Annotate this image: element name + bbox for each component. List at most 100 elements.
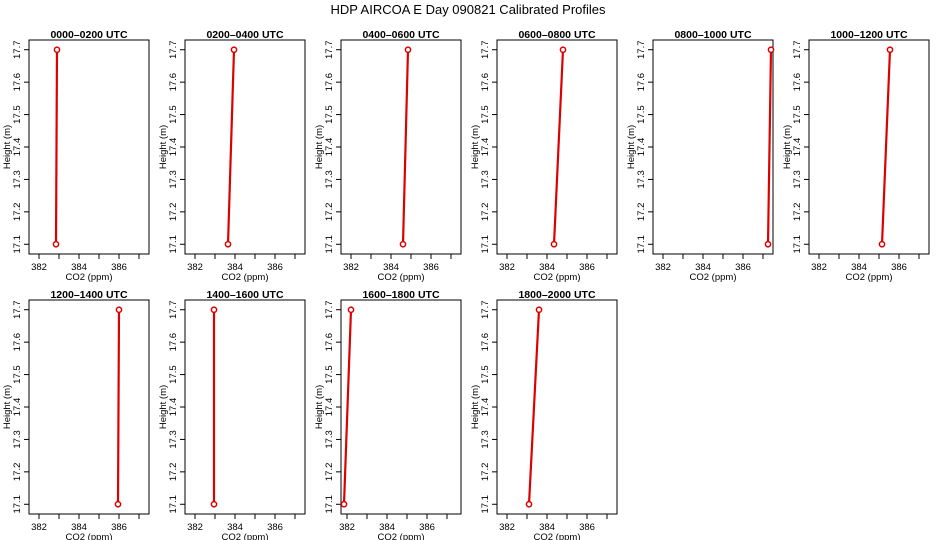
- panel-title: 0400–0600 UTC: [362, 29, 439, 41]
- chart-panel: 1800–2000 UTC 382 384 386 17.1 17.2 17.3 17.4 17…: [470, 289, 618, 540]
- plot-frame: [340, 299, 462, 515]
- data-point: [114, 500, 122, 508]
- x-tick-label: 382: [499, 522, 515, 533]
- data-point: [878, 240, 886, 248]
- x-tick-label: 384: [227, 262, 243, 273]
- y-tick-label: 17.1: [168, 235, 179, 254]
- panel-title: 0800–1000 UTC: [674, 29, 751, 41]
- y-tick-label: 17.5: [324, 105, 335, 124]
- data-point: [886, 46, 894, 54]
- plot-frame: [652, 39, 774, 255]
- profile-line: [766, 49, 773, 245]
- y-tick-label: 17.3: [12, 430, 23, 449]
- x-tick-label: 386: [267, 522, 283, 533]
- y-axis-label: Height (m): [314, 125, 325, 169]
- x-tick-label: 384: [71, 262, 87, 273]
- plot-frame: [496, 299, 618, 515]
- y-tick-label: 17.2: [324, 203, 335, 222]
- y-axis-label: Height (m): [2, 125, 13, 169]
- profile-line: [342, 309, 353, 505]
- y-tick-label: 17.5: [12, 365, 23, 384]
- profile-line: [54, 49, 59, 245]
- y-tick-label: 17.4: [480, 138, 491, 157]
- y-tick-label: 17.7: [12, 40, 23, 59]
- chart-panel: 0200–0400 UTC 382 384 386 17.1 17.2 17.3 17.4 17…: [158, 29, 306, 283]
- profile-line: [401, 49, 410, 245]
- y-tick-label: 17.6: [480, 333, 491, 352]
- x-tick-label: 382: [655, 262, 671, 273]
- panel-title: 1200–1400 UTC: [50, 289, 127, 301]
- x-tick-label: 386: [267, 262, 283, 273]
- y-tick-label: 17.1: [12, 235, 23, 254]
- profile-line: [527, 309, 541, 505]
- y-tick-label: 17.1: [636, 235, 647, 254]
- y-tick-label: 17.3: [168, 430, 179, 449]
- chart-panel: 1600–1800 UTC 382 384 386 17.1 17.2 17.3 17.4 17…: [314, 289, 462, 540]
- panel-title: 0600–0800 UTC: [518, 29, 595, 41]
- y-tick-label: 17.5: [168, 105, 179, 124]
- panel-title: 1400–1600 UTC: [206, 289, 283, 301]
- y-tick-label: 17.2: [168, 463, 179, 482]
- y-tick-label: 17.4: [324, 138, 335, 157]
- y-tick-label: 17.6: [480, 73, 491, 92]
- y-tick-label: 17.1: [324, 495, 335, 513]
- profile-line: [226, 49, 236, 245]
- y-tick-label: 17.4: [324, 398, 335, 417]
- y-tick-label: 17.2: [324, 463, 335, 482]
- x-axis-label: CO2 (ppm): [690, 272, 737, 283]
- y-tick-label: 17.5: [168, 365, 179, 384]
- y-axis-label: Height (m): [158, 385, 169, 429]
- y-tick-label: 17.7: [12, 300, 23, 319]
- figure-title: HDP AIRCOA E Day 090821 Calibrated Profi…: [330, 2, 606, 17]
- y-tick-label: 17.3: [480, 170, 491, 189]
- y-tick-label: 17.1: [480, 235, 491, 254]
- panel-title: 0000–0200 UTC: [50, 29, 127, 41]
- y-axis-label: Height (m): [470, 385, 481, 429]
- data-point: [525, 500, 533, 508]
- data-point: [764, 240, 772, 248]
- panel-grid: 0000–0200 UTC 382 384 386 17.1 17.2 17.3 17.4 17…: [2, 29, 930, 540]
- x-tick-label: 386: [111, 522, 127, 533]
- y-tick-label: 17.2: [480, 203, 491, 222]
- y-tick-label: 17.4: [480, 398, 491, 417]
- x-tick-label: 384: [383, 262, 399, 273]
- y-tick-label: 17.2: [12, 203, 23, 222]
- y-axis-label: Height (m): [2, 385, 13, 429]
- panel-title: 0200–0400 UTC: [206, 29, 283, 41]
- y-tick-label: 17.5: [636, 105, 647, 124]
- plot-frame: [184, 299, 306, 515]
- y-tick-label: 17.6: [12, 73, 23, 92]
- y-axis-label: Height (m): [314, 385, 325, 429]
- data-point: [210, 500, 218, 508]
- x-tick-label: 382: [339, 522, 355, 533]
- y-tick-label: 17.6: [168, 73, 179, 92]
- y-tick-label: 17.4: [168, 398, 179, 417]
- y-tick-label: 17.2: [12, 463, 23, 482]
- data-point: [224, 240, 232, 248]
- y-tick-label: 17.7: [324, 40, 335, 59]
- panel-title: 1600–1800 UTC: [362, 289, 439, 301]
- y-tick-label: 17.4: [12, 398, 23, 417]
- y-tick-label: 17.2: [480, 463, 491, 482]
- chart-panel: 1400–1600 UTC 382 384 386 17.1 17.2 17.3 17.4 17…: [158, 289, 306, 540]
- y-tick-label: 17.3: [324, 170, 335, 189]
- data-point: [399, 240, 407, 248]
- y-tick-label: 17.3: [168, 170, 179, 189]
- x-tick-label: 382: [499, 262, 515, 273]
- plot-frame: [340, 39, 462, 255]
- y-tick-label: 17.7: [480, 40, 491, 59]
- chart-panel: 0800–1000 UTC 382 384 386 17.1 17.2 17.3 17.4 17…: [626, 29, 775, 283]
- data-point: [535, 306, 543, 314]
- y-tick-label: 17.4: [168, 138, 179, 157]
- data-point: [210, 306, 218, 314]
- chart-panel: 1200–1400 UTC 382 384 386 17.1 17.2 17.3 17.4 17…: [2, 289, 150, 540]
- data-point: [115, 306, 123, 314]
- y-tick-label: 17.2: [792, 203, 803, 222]
- x-tick-label: 382: [187, 522, 203, 533]
- x-tick-label: 384: [851, 262, 867, 273]
- y-axis-label: Height (m): [782, 125, 793, 169]
- x-tick-label: 386: [579, 262, 595, 273]
- y-tick-label: 17.6: [792, 73, 803, 92]
- y-tick-label: 17.5: [480, 365, 491, 384]
